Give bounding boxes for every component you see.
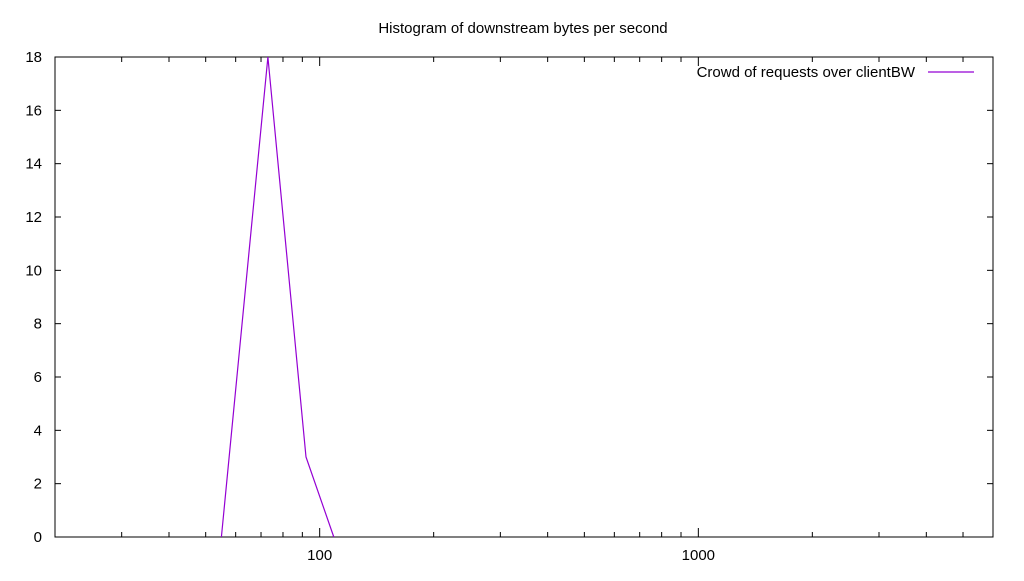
chart-title: Histogram of downstream bytes per second bbox=[378, 20, 667, 37]
y-tick-label: 12 bbox=[25, 209, 42, 226]
x-axis: 100 1000 bbox=[54, 57, 994, 564]
y-tick-label: 4 bbox=[34, 422, 42, 439]
y-tick-label: 0 bbox=[34, 529, 42, 546]
y-tick-label: 2 bbox=[34, 476, 42, 493]
x-tick-label: 1000 bbox=[682, 547, 715, 564]
y-axis: 0 2 4 6 8 10 12 14 16 18 bbox=[25, 49, 993, 546]
legend: Crowd of requests over clientBW bbox=[697, 64, 974, 81]
series-layer bbox=[220, 56, 335, 538]
legend-label: Crowd of requests over clientBW bbox=[697, 64, 916, 81]
y-tick-label: 6 bbox=[34, 369, 42, 386]
y-tick-label: 8 bbox=[34, 316, 42, 333]
y-tick-label: 18 bbox=[25, 49, 42, 66]
y-tick-label: 14 bbox=[25, 156, 42, 173]
y-tick-label: 16 bbox=[25, 102, 42, 119]
x-tick-label: 100 bbox=[307, 547, 332, 564]
y-tick-label: 10 bbox=[25, 262, 42, 279]
series-line-0 bbox=[220, 56, 335, 538]
plot-frame bbox=[54, 56, 994, 538]
